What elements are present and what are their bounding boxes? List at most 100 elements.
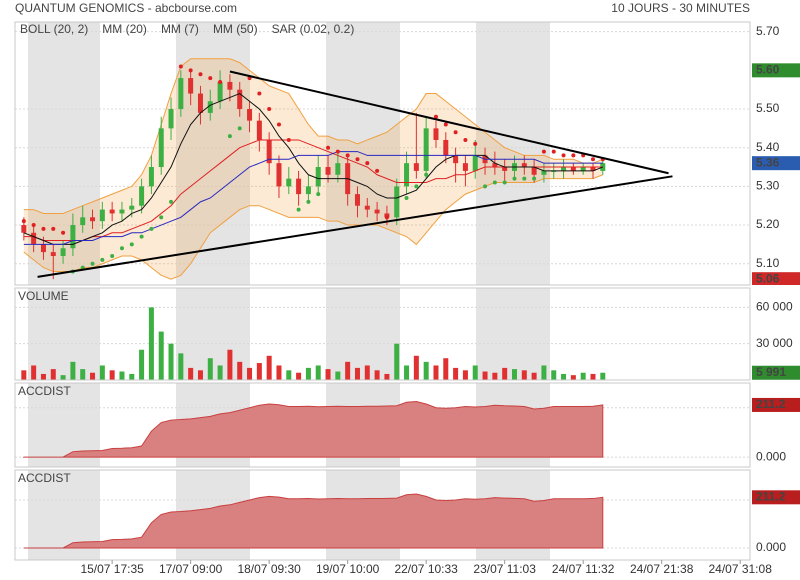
legend-entry: MM (20) — [102, 22, 147, 36]
volume-bar — [433, 365, 439, 380]
volume-bar — [286, 370, 292, 380]
session-band — [476, 22, 550, 285]
legend-entry: MM (7) — [161, 22, 199, 36]
value-badge — [752, 490, 800, 505]
sar-dot — [541, 149, 546, 154]
x-tick-label: 17/07 09:00 — [159, 562, 223, 576]
sar-dot — [41, 226, 46, 231]
volume-bar — [472, 365, 478, 380]
x-tick-label: 15/07 17:35 — [80, 562, 144, 576]
sar-dot — [237, 126, 242, 131]
panel-title: ACCDIST — [18, 471, 71, 485]
sar-dot — [139, 234, 144, 239]
y-tick-label: 5.30 — [756, 179, 780, 193]
volume-bar — [541, 365, 547, 380]
candle-body — [256, 120, 262, 140]
value-badge — [752, 156, 800, 171]
candle-body — [70, 225, 76, 249]
sar-dot — [335, 149, 340, 154]
sar-dot — [296, 207, 301, 212]
session-band — [176, 22, 250, 285]
volume-bar — [99, 365, 105, 380]
volume-bar — [453, 367, 459, 380]
volume-bar — [423, 361, 429, 380]
candle-body — [90, 217, 96, 222]
sar-dot — [316, 192, 321, 197]
candle-body — [139, 186, 145, 206]
sar-dot — [424, 172, 429, 177]
y-tick-label: 30 000 — [756, 336, 793, 350]
sar-dot — [561, 153, 566, 158]
volume-bar — [227, 349, 233, 380]
volume-bar — [325, 369, 331, 380]
sar-dot — [453, 130, 458, 135]
candle-body — [472, 155, 478, 171]
candle-body — [521, 163, 527, 168]
session-band — [476, 288, 550, 380]
y-tick-label: 5.40 — [756, 140, 780, 154]
x-tick-label: 23/07 11:03 — [473, 562, 536, 576]
trendline — [37, 175, 673, 278]
sar-dot — [502, 180, 507, 185]
candle-body — [80, 217, 86, 226]
y-tick-label: 5.20 — [756, 217, 780, 231]
volume-bar — [168, 343, 174, 380]
candle-body — [31, 232, 37, 245]
candle-body — [462, 163, 468, 171]
candle-body — [453, 155, 459, 164]
candle-body — [433, 128, 439, 140]
sar-dot — [365, 161, 370, 166]
sar-dot — [551, 149, 556, 154]
sar-dot — [169, 199, 174, 204]
x-tick-label: 22/07 10:33 — [394, 562, 458, 576]
candle-body — [404, 163, 410, 187]
value-badge — [752, 365, 800, 380]
value-badge — [752, 63, 800, 78]
y-tick-label: 5.70 — [756, 24, 780, 38]
volume-bar — [256, 363, 262, 380]
sar-dot — [208, 76, 213, 81]
panel-frame — [14, 287, 751, 381]
candle-body — [413, 163, 419, 171]
volume-bar — [335, 371, 341, 380]
volume-bar — [315, 365, 321, 380]
volume-bar — [551, 370, 557, 380]
sar-dot — [61, 230, 66, 235]
x-tick-label: 24/07 31:08 — [708, 562, 772, 576]
legend-entry: SAR (0.02, 0.2) — [272, 22, 355, 36]
volume-bar — [276, 365, 282, 380]
moving-average — [23, 151, 603, 245]
candle-body — [50, 252, 56, 256]
sar-dot — [404, 195, 409, 200]
volume-bar — [178, 353, 184, 380]
sar-dot — [326, 145, 331, 150]
candle-body — [305, 186, 311, 195]
volume-bar — [148, 307, 154, 380]
legend-entry: MM (50) — [213, 22, 258, 36]
value-badge-label: 5.36 — [756, 155, 780, 169]
sar-dot — [512, 176, 517, 181]
sar-dot — [188, 68, 193, 73]
sar-dot — [443, 122, 448, 127]
y-tick-label: 5.50 — [756, 101, 780, 115]
sar-dot — [267, 107, 272, 112]
candle-body — [502, 167, 508, 171]
volume-bar — [511, 369, 517, 380]
volume-bar — [394, 343, 400, 380]
sar-dot — [198, 72, 203, 77]
sar-dot — [90, 261, 95, 266]
volume-bar — [413, 355, 419, 380]
candle-body — [570, 167, 576, 171]
panel-frame — [14, 382, 751, 468]
sar-dot — [532, 176, 537, 181]
value-badge — [752, 397, 800, 412]
y-tick-label: 5.10 — [756, 256, 780, 270]
volume-bar — [237, 361, 243, 380]
candle-body — [197, 93, 203, 113]
legend-entry: BOLL (20, 2) — [20, 22, 88, 36]
volume-bar — [305, 367, 311, 380]
y-tick-label: 0.000 — [756, 449, 786, 463]
sar-dot — [129, 242, 134, 247]
candle-body — [590, 167, 596, 171]
